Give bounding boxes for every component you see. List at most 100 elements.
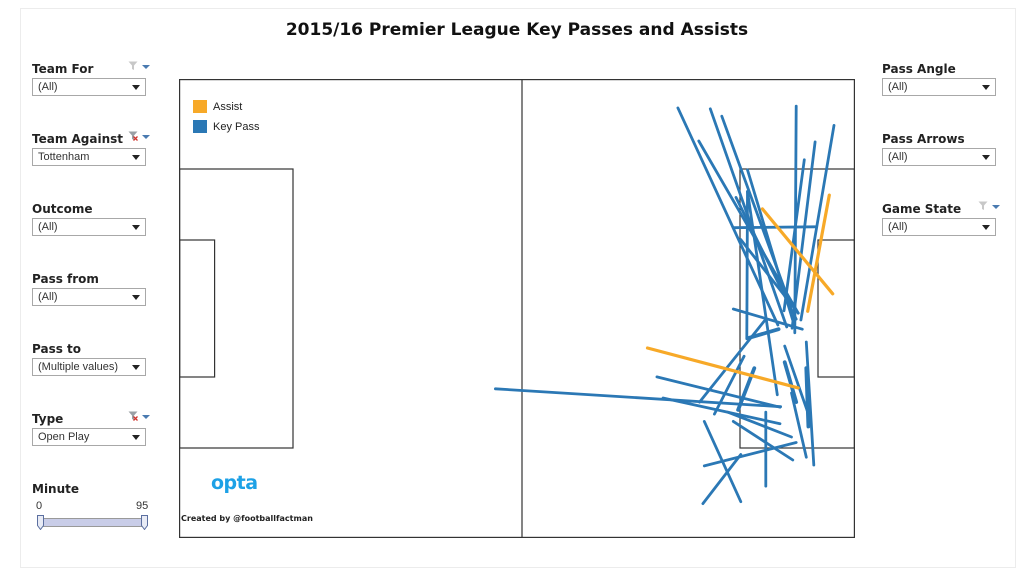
filter-pass-from: Pass from (All) (32, 270, 150, 306)
credit-text: Created by @footballfactman (181, 514, 313, 523)
key-pass-line[interactable] (746, 190, 779, 397)
key-pass-line[interactable] (661, 396, 782, 426)
filter-label-team-for: Team For (32, 62, 94, 76)
key-pass-line[interactable] (731, 307, 804, 331)
legend-key-pass[interactable]: Key Pass (193, 120, 259, 133)
legend-label-key-pass: Key Pass (213, 120, 260, 133)
filter-label-pass-to: Pass to (32, 342, 82, 356)
dashboard-title: 2015/16 Premier League Key Passes and As… (285, 20, 749, 40)
filter-value-type: Open Play (38, 431, 90, 443)
filter-select-pass-angle[interactable]: (All) (882, 78, 996, 96)
key-pass-line[interactable] (782, 360, 799, 405)
filter-menu-team-against[interactable] (128, 131, 150, 141)
filter-dropdown-caret-icon[interactable] (992, 205, 1000, 209)
left-goal-area (179, 239, 216, 378)
filter-dropdown-caret-icon[interactable] (142, 65, 150, 69)
filter-value-outcome: (All) (38, 221, 58, 233)
assist-pass-line[interactable] (645, 346, 800, 390)
dashboard-frame (20, 8, 1016, 568)
filter-value-pass-angle: (All) (888, 81, 908, 93)
filter-menu-type[interactable] (128, 411, 150, 421)
key-pass-line[interactable] (783, 344, 810, 416)
dropdown-arrow-icon[interactable] (982, 85, 990, 90)
filter-label-pass-arrows: Pass Arrows (882, 132, 965, 146)
key-pass-line[interactable] (713, 354, 746, 416)
dropdown-arrow-icon[interactable] (132, 295, 140, 300)
dropdown-arrow-icon[interactable] (132, 85, 140, 90)
key-pass-line[interactable] (702, 441, 798, 468)
filter-select-team-for[interactable]: (All) (32, 78, 146, 96)
minute-slider-max-handle[interactable] (141, 515, 148, 530)
filter-team-against: Team Against Tottenham (32, 130, 150, 166)
opta-logo: opta (211, 472, 258, 494)
filter-game-state: Game State (All) (882, 200, 1000, 236)
key-pass-line[interactable] (655, 375, 782, 409)
funnel-icon[interactable] (978, 201, 988, 211)
legend-swatch-key-pass (193, 120, 207, 133)
legend-assist[interactable]: Assist (193, 100, 242, 113)
key-pass-line[interactable] (731, 419, 795, 462)
minute-slider-min-handle[interactable] (37, 515, 44, 530)
key-pass-line[interactable] (726, 410, 793, 439)
filter-dropdown-caret-icon[interactable] (142, 135, 150, 139)
key-pass-line[interactable] (804, 340, 816, 467)
minute-max-value: 95 (136, 500, 149, 512)
filter-value-pass-from: (All) (38, 291, 58, 303)
filter-menu-game-state[interactable] (978, 201, 1000, 211)
pitch-outline (179, 79, 855, 538)
filter-label-game-state: Game State (882, 202, 962, 216)
key-pass-line[interactable] (804, 366, 811, 429)
minute-min-value: 0 (36, 500, 43, 512)
key-pass-line[interactable] (745, 190, 749, 341)
assist-pass-line[interactable] (806, 193, 831, 313)
funnel-clear-icon[interactable] (128, 131, 138, 141)
dropdown-arrow-icon[interactable] (982, 225, 990, 230)
pass-lines (493, 104, 836, 506)
pass-map-pitch (179, 79, 855, 538)
filter-pass-angle: Pass Angle (All) (882, 60, 1000, 96)
dropdown-arrow-icon[interactable] (132, 155, 140, 160)
dropdown-arrow-icon[interactable] (132, 225, 140, 230)
filter-team-for: Team For (All) (32, 60, 150, 96)
key-pass-line[interactable] (799, 124, 836, 322)
filter-select-outcome[interactable]: (All) (32, 218, 146, 236)
filter-select-game-state[interactable]: (All) (882, 218, 996, 236)
filter-value-team-for: (All) (38, 81, 58, 93)
filter-pass-arrows: Pass Arrows (All) (882, 130, 1000, 166)
minute-slider-track[interactable] (40, 518, 146, 527)
filter-value-pass-arrows: (All) (888, 151, 908, 163)
dropdown-arrow-icon[interactable] (132, 365, 140, 370)
key-pass-line[interactable] (739, 238, 800, 315)
dropdown-arrow-icon[interactable] (132, 435, 140, 440)
assist-pass-line[interactable] (760, 207, 835, 296)
filter-dropdown-caret-icon[interactable] (142, 415, 150, 419)
filter-value-game-state: (All) (888, 221, 908, 233)
key-pass-line[interactable] (782, 158, 806, 313)
filter-pass-to: Pass to (Multiple values) (32, 340, 150, 376)
filter-select-pass-arrows[interactable]: (All) (882, 148, 996, 166)
dropdown-arrow-icon[interactable] (982, 155, 990, 160)
filter-select-type[interactable]: Open Play (32, 428, 146, 446)
funnel-icon[interactable] (128, 61, 138, 71)
key-pass-line[interactable] (790, 391, 808, 459)
filter-minute: Minute (32, 480, 150, 496)
filter-label-pass-angle: Pass Angle (882, 62, 956, 76)
key-pass-line[interactable] (731, 225, 817, 230)
filter-type: Type Open Play (32, 410, 150, 446)
legend-label-assist: Assist (213, 100, 243, 113)
filter-value-pass-to: (Multiple values) (38, 361, 119, 373)
key-pass-line[interactable] (790, 140, 817, 330)
left-penalty-area (179, 168, 294, 449)
key-pass-line[interactable] (493, 387, 782, 409)
filter-label-pass-from: Pass from (32, 272, 99, 286)
filter-select-pass-to[interactable]: (Multiple values) (32, 358, 146, 376)
key-pass-line[interactable] (698, 319, 766, 404)
funnel-clear-icon[interactable] (128, 411, 138, 421)
filter-select-pass-from[interactable]: (All) (32, 288, 146, 306)
right-goal-area (817, 239, 855, 378)
key-pass-line[interactable] (701, 453, 743, 506)
filter-select-team-against[interactable]: Tottenham (32, 148, 146, 166)
filter-label-minute: Minute (32, 482, 80, 496)
filter-menu-team-for[interactable] (128, 61, 150, 71)
filter-label-team-against: Team Against (32, 132, 124, 146)
